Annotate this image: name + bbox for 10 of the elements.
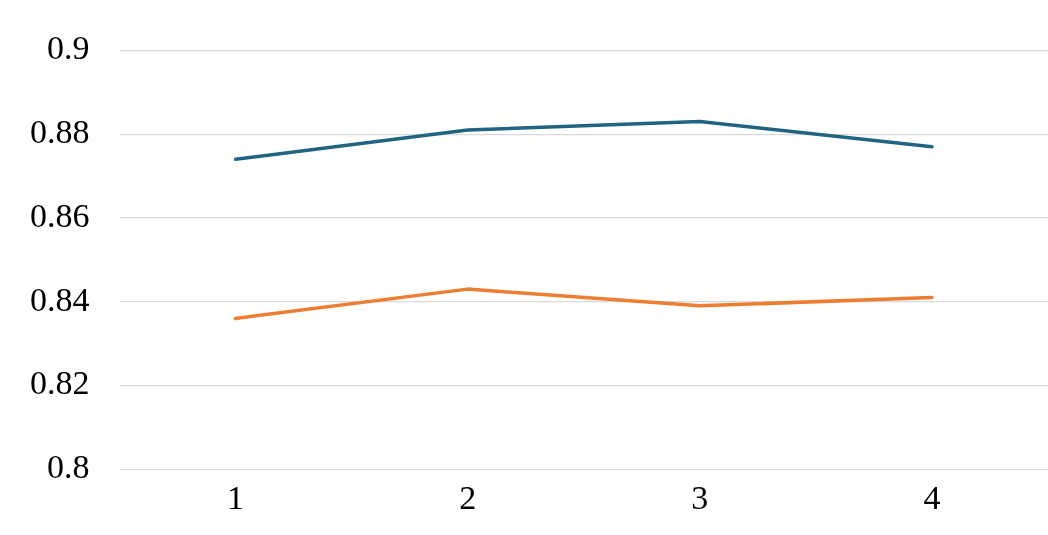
y-tick-label: 0.9 <box>47 29 90 67</box>
y-tick-label: 0.8 <box>47 448 90 486</box>
y-tick-label: 0.82 <box>30 364 90 402</box>
x-tick-label: 2 <box>459 478 477 516</box>
x-tick-label: 3 <box>691 478 709 516</box>
y-tick-label: 0.86 <box>30 196 90 234</box>
y-tick-label: 0.88 <box>30 113 90 151</box>
x-tick-label: 1 <box>227 478 245 516</box>
y-tick-label: 0.84 <box>30 280 90 318</box>
x-tick-label: 4 <box>923 478 941 516</box>
